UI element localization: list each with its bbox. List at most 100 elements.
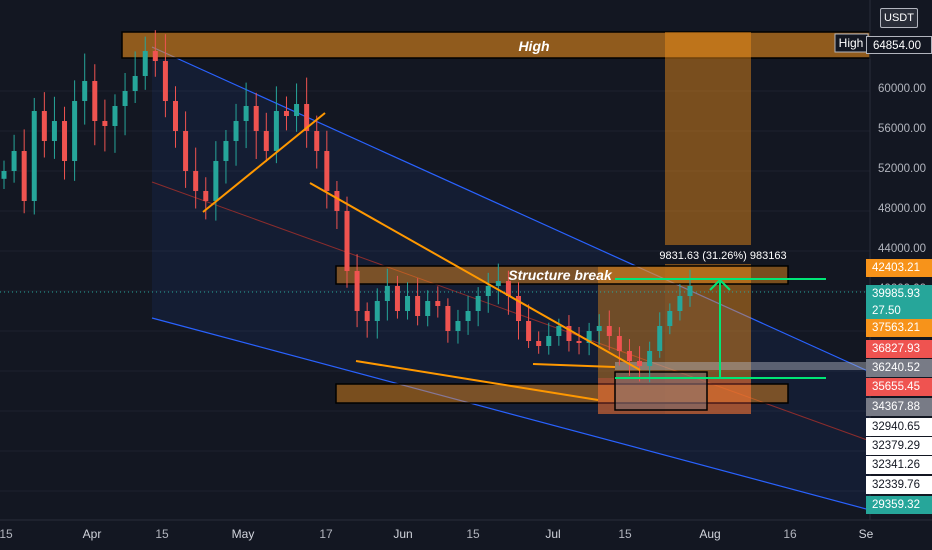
price-label: 32339.76 (866, 476, 932, 494)
trendline-falling-lower (355, 360, 599, 401)
candle-body (112, 106, 118, 126)
candle-body (606, 326, 612, 336)
candle-body (667, 311, 673, 326)
candle-body (213, 161, 219, 201)
time-tick-label: Jul (545, 527, 561, 541)
candle-body (31, 111, 37, 201)
time-tick-label: Jun (393, 527, 413, 541)
candle-body (223, 141, 229, 161)
grey-band (615, 362, 870, 370)
grid (0, 90, 870, 492)
measure-arrowhead (709, 278, 731, 291)
price-tick-label: 60000.00 (878, 83, 926, 95)
time-tick-label: Apr (82, 527, 102, 541)
price-label: 42403.21 (866, 259, 932, 277)
price-label: 29359.32 (866, 496, 932, 514)
candle-body (495, 281, 501, 286)
price-tick-label: 52000.00 (878, 163, 926, 175)
candle-body (556, 326, 562, 336)
trendlines (202, 112, 641, 401)
price-label: 64854.00 (866, 36, 932, 54)
measure-label: 9831.63 (31.26%) 983163 (659, 250, 786, 262)
candle-body (637, 361, 643, 366)
candle-body (41, 111, 47, 141)
time-tick-label: Aug (699, 527, 721, 541)
candle-body (304, 104, 310, 131)
candle-body (364, 311, 370, 321)
time-tick-label: 16 (783, 527, 797, 541)
price-label: 37563.21 (866, 319, 932, 337)
price-label: 32940.65 (866, 418, 932, 436)
candle-body (132, 76, 138, 91)
candle-body (505, 281, 511, 296)
price-label: 32379.29 (866, 437, 932, 455)
time-tick-label: 15 (155, 527, 169, 541)
structure-break-label: Structure break (508, 267, 613, 283)
price-label: 34367.88 (866, 398, 932, 416)
measure-label-bg (665, 245, 781, 264)
time-tick-label: May (231, 527, 255, 541)
candle-body (253, 106, 259, 131)
candle-body (233, 121, 239, 141)
measure-tool: 9831.63 (31.26%) 983163 (615, 245, 826, 379)
candle-body (616, 336, 622, 351)
price-label: 27.50 (866, 302, 932, 320)
candle-body (445, 306, 451, 331)
price-label: 32341.26 (866, 456, 932, 474)
candle-body (193, 171, 199, 191)
candle-body (485, 286, 491, 296)
channel-lower-line (151, 317, 871, 511)
candle-body (122, 91, 128, 106)
price-label: 39985.93 (866, 285, 932, 303)
candle-body (626, 351, 632, 361)
candle-body (243, 106, 249, 121)
time-tick-label: 15 (0, 527, 13, 541)
time-tick-label: 15 (618, 527, 632, 541)
candle-body (657, 326, 663, 351)
candle-body (294, 104, 300, 116)
candle-body (203, 191, 209, 201)
unit-badge[interactable]: USDT (880, 8, 918, 28)
candle-body (334, 191, 340, 211)
price-label: 36827.93 (866, 340, 932, 358)
time-tick-label: Se (858, 527, 874, 541)
channel-fill (152, 47, 870, 510)
candle-body (183, 131, 189, 171)
descending-channel (151, 46, 871, 511)
candle-body (536, 341, 542, 346)
candle-body (475, 296, 481, 311)
price-label: 35655.45 (866, 378, 932, 396)
candle-body (82, 81, 88, 101)
stop-zone (598, 378, 751, 414)
candle-body (435, 301, 441, 306)
time-tick-label: 15 (466, 527, 480, 541)
candle-body (576, 341, 582, 343)
candle-body (344, 211, 350, 271)
candle-body (314, 131, 320, 151)
candle-body (354, 271, 360, 311)
candle-body (374, 301, 380, 321)
candle-body (455, 321, 461, 331)
candle-body (465, 311, 471, 321)
target-column-zone (665, 32, 751, 414)
price-tick-label: 56000.00 (878, 123, 926, 135)
candle-body (173, 101, 178, 131)
candle-body (425, 301, 431, 316)
trendline-falling-upper (309, 182, 641, 371)
trendline-flat (532, 363, 616, 368)
candle-body (263, 131, 269, 151)
candle-body (51, 121, 57, 141)
candle-body (152, 51, 158, 61)
candle-body (415, 296, 421, 316)
candle-body (516, 296, 521, 321)
candle-body (546, 336, 552, 346)
candle-body (596, 326, 602, 331)
candle-body (72, 101, 78, 161)
candle-body (566, 326, 572, 341)
time-tick-label: 17 (319, 527, 333, 541)
candles (1, 30, 693, 383)
candle-body (677, 296, 683, 311)
candle-body (647, 351, 653, 366)
zones (121, 31, 871, 414)
